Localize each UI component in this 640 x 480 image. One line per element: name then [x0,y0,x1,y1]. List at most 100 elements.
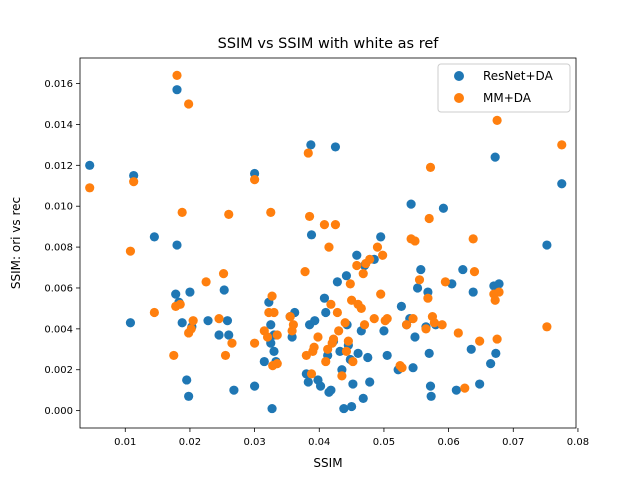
data-point-resnet-da-1 [125,318,136,328]
y-tick-label: 0.016 [44,79,73,90]
data-point-mm-da-0 [85,183,95,193]
x-tick-label: 0.01 [114,437,136,448]
data-point-mm-da-36 [304,211,315,222]
data-point-mm-da-86 [453,328,463,338]
data-point-mm-da-64 [365,254,375,264]
data-point-mm-da-22 [262,332,273,342]
legend-marker-mm-da [454,93,464,103]
data-point-mm-da-89 [469,267,480,277]
data-point-mm-da-75 [408,314,418,324]
data-point-mm-da-27 [269,307,279,318]
data-point-mm-da-8 [177,207,187,217]
data-point-mm-da-11 [186,324,196,334]
data-point-resnet-da-50 [339,403,349,414]
data-point-resnet-da-36 [306,230,317,240]
data-point-resnet-da-0 [85,160,95,170]
data-point-resnet-da-83 [438,203,449,213]
y-tick-label: 0.000 [44,406,73,417]
data-point-mm-da-84 [437,320,447,330]
data-point-resnet-da-74 [410,332,420,342]
data-point-mm-da-68 [378,250,388,260]
data-point-mm-da-1 [125,246,136,256]
data-point-mm-da-49 [332,307,342,318]
data-point-mm-da-87 [460,383,470,393]
y-tick-label: 0.008 [44,243,73,254]
data-point-resnet-da-3 [149,232,159,242]
data-point-mm-da-76 [410,236,420,246]
data-point-mm-da-20 [250,175,260,185]
data-point-resnet-da-56 [348,379,358,389]
data-point-mm-da-97 [557,140,567,150]
data-point-resnet-da-23 [266,320,276,330]
data-point-mm-da-17 [224,209,234,219]
data-point-resnet-da-63 [365,377,375,387]
data-point-resnet-da-33 [303,377,313,387]
data-point-mm-da-50 [334,326,344,336]
data-point-mm-da-48 [330,220,341,230]
data-point-mm-da-60 [356,303,366,314]
data-point-resnet-da-93 [491,348,501,358]
data-point-resnet-da-39 [315,381,326,391]
data-point-resnet-da-57 [352,250,362,260]
data-point-resnet-da-75 [412,283,423,293]
legend-marker-resnet-da [454,71,464,81]
data-point-mm-da-6 [172,70,182,80]
chart-title: SSIM vs SSIM with white as ref [218,36,440,52]
data-point-mm-da-51 [337,371,347,381]
data-point-mm-da-35 [303,148,313,158]
data-point-mm-da-94 [492,334,502,344]
data-point-resnet-da-13 [203,316,213,326]
data-point-mm-da-32 [288,320,298,330]
data-point-mm-da-61 [358,269,368,279]
y-tick-label: 0.006 [44,283,73,294]
y-tick-label: 0.002 [44,365,73,376]
data-point-resnet-da-15 [219,285,229,295]
data-point-resnet-da-92 [490,152,500,162]
data-point-resnet-da-46 [330,142,341,152]
data-point-mm-da-65 [369,314,379,324]
data-point-resnet-da-88 [468,287,478,297]
data-point-mm-da-81 [425,162,436,172]
data-point-resnet-da-69 [396,301,406,311]
data-point-resnet-da-35 [306,140,316,150]
data-point-resnet-da-89 [475,379,485,389]
data-point-resnet-da-37 [310,316,320,326]
data-point-mm-da-62 [359,320,370,330]
x-axis: 0.01 0.02 0.03 0.04 0.05 0.06 0.07 0.08 [114,428,589,448]
data-point-resnet-da-67 [382,350,392,361]
data-point-resnet-da-80 [425,381,436,391]
data-point-resnet-da-73 [408,363,418,373]
data-point-mm-da-80 [424,213,434,224]
data-point-resnet-da-65 [376,232,386,242]
points-layer [85,70,567,414]
data-point-mm-da-44 [324,242,334,252]
x-tick-label: 0.08 [567,437,589,448]
data-point-resnet-da-94 [494,279,504,289]
data-point-mm-da-96 [542,322,552,332]
data-point-resnet-da-44 [326,385,336,395]
data-point-resnet-da-4 [171,289,181,299]
data-point-mm-da-47 [328,334,339,344]
y-axis-label: SSIM: ori vs rec [9,197,23,289]
data-point-mm-da-57 [348,356,358,367]
data-point-mm-da-92 [490,295,500,305]
data-point-mm-da-19 [250,338,260,348]
data-point-mm-da-3 [149,307,159,318]
data-point-resnet-da-76 [416,264,426,275]
data-point-mm-da-41 [319,220,330,230]
data-point-mm-da-79 [423,293,433,303]
data-point-mm-da-90 [475,336,485,346]
data-point-resnet-da-10 [184,391,194,401]
data-point-resnet-da-47 [332,277,342,287]
data-point-resnet-da-51 [341,271,352,281]
data-point-resnet-da-21 [259,356,269,367]
data-point-resnet-da-85 [451,385,461,395]
y-tick-label: 0.010 [44,202,73,213]
data-point-mm-da-29 [272,359,282,369]
x-axis-label: SSIM [313,456,342,470]
data-point-mm-da-7 [175,299,185,309]
data-point-mm-da-14 [214,314,224,324]
legend: ResNet+DA MM+DA [437,63,571,113]
legend-label-mm-da: MM+DA [483,91,532,105]
data-point-mm-da-30 [285,311,295,322]
